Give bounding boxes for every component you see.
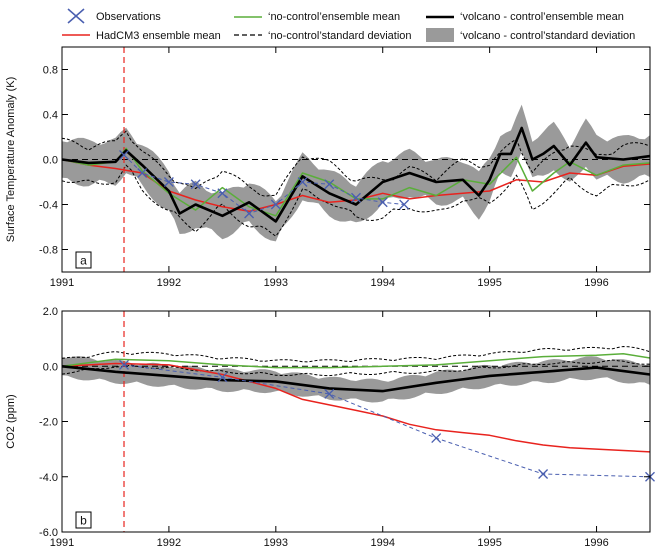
observation-marker bbox=[119, 150, 129, 160]
x-tick-label: 1992 bbox=[157, 277, 181, 289]
legend-label-hadcm3: HadCM3 ensemble mean bbox=[96, 30, 221, 42]
nocontrol-std-upper-line bbox=[61, 345, 651, 363]
x-tick-label: 1995 bbox=[477, 537, 501, 549]
y-tick-label: -0.4 bbox=[39, 200, 58, 212]
panel-b-co2: 1991 1992 1993 1994 1995 1996 -6.0 -4.0 -2.0 0.0 2… bbox=[5, 306, 655, 549]
legend-item-nocontrol-mean: ‘no-control’ensemble mean bbox=[234, 11, 400, 23]
y-tick-label: -4.0 bbox=[39, 472, 58, 484]
x-tick-label: 1992 bbox=[157, 537, 181, 549]
volcano-series-line bbox=[61, 126, 651, 223]
legend-label-observations: Observations bbox=[96, 11, 161, 23]
legend-item-nocontrol-sd: ‘no-control’standard deviation bbox=[234, 30, 412, 42]
panel-a-temperature: 1991 1992 1993 1994 1995 1996 -0.8 -0.4 0.0 0.4 0.… bbox=[5, 46, 651, 289]
observation-marker bbox=[351, 192, 361, 203]
x-tick-label: 1991 bbox=[50, 537, 74, 549]
observation-marker bbox=[270, 199, 281, 210]
observation-marker bbox=[399, 199, 410, 210]
observation-marker bbox=[190, 179, 201, 190]
x-tick-label: 1993 bbox=[264, 537, 288, 549]
observation-marker bbox=[137, 168, 148, 178]
x-tick-label: 1993 bbox=[264, 277, 288, 289]
y-axis-title: CO2 (ppm) bbox=[5, 394, 17, 448]
nocontrol-series-line bbox=[61, 147, 651, 217]
legend: Observations HadCM3 ensemble mean ‘no-co… bbox=[62, 8, 635, 42]
x-tick-label: 1996 bbox=[584, 277, 608, 289]
observation-marker bbox=[244, 208, 255, 219]
y-tick-label: 0.8 bbox=[43, 65, 58, 77]
y-axis-title: Surface Temperature Anomaly (K) bbox=[5, 77, 17, 242]
nocontrol-std-upper-line bbox=[61, 130, 651, 197]
legend-label-volcano-mean: ‘volcano - control’ensemble mean bbox=[460, 11, 624, 23]
observation-marker bbox=[377, 197, 388, 208]
legend-item-observations: Observations bbox=[67, 8, 161, 24]
hadcm3-series-line bbox=[61, 362, 651, 453]
y-tick-label: 2.0 bbox=[43, 306, 58, 318]
observation-marker bbox=[431, 433, 442, 444]
volcano-std-band bbox=[62, 356, 650, 403]
volcano-std-band bbox=[62, 104, 650, 242]
volcano-series-line bbox=[61, 365, 651, 393]
observation-marker bbox=[297, 177, 308, 187]
observation-marker bbox=[119, 359, 129, 370]
x-tick-label: 1991 bbox=[50, 277, 74, 289]
legend-label-volcano-sd: ‘volcano - control’standard deviation bbox=[460, 30, 635, 42]
plot-frame bbox=[61, 310, 651, 533]
legend-item-volcano-sd: ‘volcano - control’standard deviation bbox=[426, 28, 635, 42]
x-tick-label: 1995 bbox=[477, 277, 501, 289]
panel-tag-label: b bbox=[80, 514, 87, 528]
observations-series-line bbox=[123, 154, 405, 214]
y-tick-label: -0.8 bbox=[39, 245, 58, 257]
legend-label-nocontrol-sd: ‘no-control’standard deviation bbox=[268, 30, 412, 42]
panel-tag-box bbox=[75, 251, 92, 269]
observation-marker bbox=[538, 469, 549, 479]
y-tick-label: -6.0 bbox=[39, 527, 58, 539]
nocontrol-series-line bbox=[61, 353, 651, 369]
x-tick-label: 1994 bbox=[370, 537, 394, 549]
panel-tag-label: a bbox=[80, 254, 87, 268]
y-tick-label: 0.4 bbox=[43, 110, 58, 122]
y-tick-label: -2.0 bbox=[39, 417, 58, 429]
panel-tag-box bbox=[75, 511, 92, 529]
x-tick-label: 1996 bbox=[584, 537, 608, 549]
observation-marker bbox=[324, 388, 335, 399]
observation-marker bbox=[217, 188, 228, 199]
x-tick-label: 1994 bbox=[370, 277, 394, 289]
y-tick-label: 0.0 bbox=[43, 155, 58, 167]
legend-item-volcano-mean: ‘volcano - control’ensemble mean bbox=[426, 11, 624, 23]
observation-marker bbox=[217, 372, 228, 383]
y-tick-label: 0.0 bbox=[43, 361, 58, 373]
legend-label-nocontrol-mean: ‘no-control’ensemble mean bbox=[268, 11, 400, 23]
nocontrol-std-lower-line bbox=[61, 359, 651, 377]
observation-marker bbox=[324, 179, 335, 190]
legend-item-hadcm3: HadCM3 ensemble mean bbox=[62, 30, 221, 42]
observation-marker bbox=[163, 177, 174, 187]
